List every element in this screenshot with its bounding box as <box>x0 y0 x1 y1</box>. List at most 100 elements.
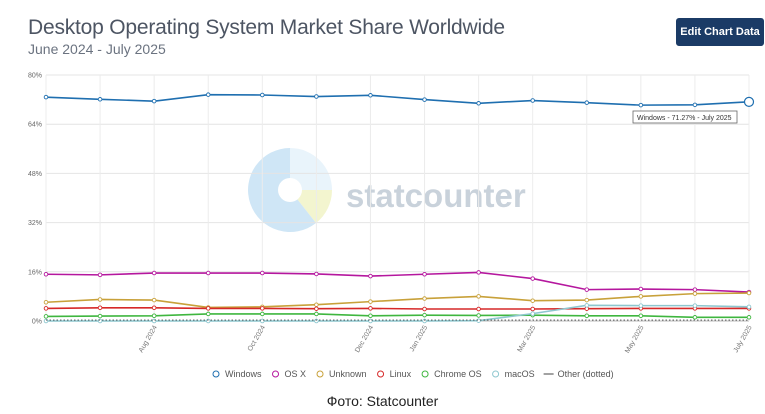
data-point-linux[interactable] <box>314 306 319 311</box>
data-point-macos[interactable] <box>692 303 698 308</box>
data-point-windows[interactable] <box>151 98 157 104</box>
data-point-os-x[interactable] <box>97 272 103 278</box>
chart-title: Desktop Operating System Market Share Wo… <box>28 16 505 39</box>
tooltip-text: Windows - 71.27% - July 2025 <box>637 115 732 122</box>
x-tick-label: Dec 2024 <box>354 324 375 354</box>
series-line-macos <box>46 304 750 322</box>
data-point-linux[interactable] <box>205 306 211 311</box>
data-point-windows[interactable] <box>692 102 698 108</box>
data-point-linux[interactable] <box>43 306 49 311</box>
data-point-macos[interactable] <box>476 318 481 323</box>
data-point-linux[interactable] <box>476 306 481 312</box>
watermark-text: statcounter <box>346 177 526 214</box>
data-point-chrome-os[interactable] <box>314 311 319 317</box>
data-point-chrome-os[interactable] <box>43 314 49 319</box>
data-point-windows[interactable] <box>743 96 755 107</box>
series-os-x <box>43 270 752 295</box>
data-point-windows[interactable] <box>368 93 373 98</box>
legend-label: Other (dotted) <box>558 369 614 379</box>
chart-frame <box>14 0 765 388</box>
data-point-chrome-os[interactable] <box>638 313 644 319</box>
data-point-os-x[interactable] <box>584 287 590 292</box>
data-point-macos[interactable] <box>314 318 319 324</box>
legend-item-windows[interactable]: Windows <box>212 369 262 379</box>
data-point-windows[interactable] <box>97 97 103 102</box>
data-point-chrome-os[interactable] <box>584 313 590 319</box>
y-tick-label: 0% <box>32 319 42 326</box>
data-point-linux[interactable] <box>97 305 103 311</box>
data-point-unknown[interactable] <box>476 294 481 299</box>
data-point-macos[interactable] <box>530 311 535 316</box>
data-point-windows[interactable] <box>422 97 427 102</box>
data-point-unknown[interactable] <box>43 299 49 305</box>
data-point-chrome-os[interactable] <box>692 315 698 320</box>
edit-chart-data-button[interactable]: Edit Chart Data <box>676 18 764 46</box>
data-point-linux[interactable] <box>530 306 535 312</box>
data-point-os-x[interactable] <box>422 272 427 277</box>
legend-label: OS X <box>285 369 307 379</box>
legend-marker <box>492 370 500 378</box>
data-point-linux[interactable] <box>151 305 157 311</box>
data-point-windows[interactable] <box>43 94 49 100</box>
data-point-unknown[interactable] <box>746 290 752 296</box>
data-point-linux[interactable] <box>368 306 373 311</box>
data-point-chrome-os[interactable] <box>205 311 211 317</box>
data-point-windows[interactable] <box>530 98 535 103</box>
data-point-linux[interactable] <box>422 306 427 312</box>
data-point-os-x[interactable] <box>205 270 211 276</box>
data-point-macos[interactable] <box>746 304 752 310</box>
data-point-windows[interactable] <box>584 100 590 105</box>
data-point-os-x[interactable] <box>530 276 535 281</box>
series-line-linux <box>45 306 749 310</box>
data-point-windows[interactable] <box>638 102 644 108</box>
data-point-chrome-os[interactable] <box>368 313 373 319</box>
data-point-macos[interactable] <box>368 318 373 324</box>
data-point-macos[interactable] <box>638 303 644 308</box>
data-point-unknown[interactable] <box>368 299 373 304</box>
data-point-unknown[interactable] <box>151 297 157 303</box>
data-point-os-x[interactable] <box>476 270 481 275</box>
data-point-windows[interactable] <box>476 101 481 106</box>
legend-item-macos[interactable]: macOS <box>492 369 535 379</box>
data-point-os-x[interactable] <box>314 271 319 277</box>
data-point-os-x[interactable] <box>692 287 698 292</box>
data-point-os-x[interactable] <box>638 286 644 292</box>
legend-item-chrome-os[interactable]: Chrome OS <box>421 369 482 379</box>
data-point-chrome-os[interactable] <box>422 312 427 318</box>
y-tick-label: 64% <box>28 122 42 129</box>
x-tick-label: Jan 2025 <box>409 324 430 353</box>
data-point-chrome-os[interactable] <box>151 313 157 319</box>
series-unknown <box>43 290 752 310</box>
data-point-linux[interactable] <box>260 306 265 311</box>
data-point-chrome-os[interactable] <box>260 311 265 317</box>
data-point-os-x[interactable] <box>43 272 49 277</box>
data-point-os-x[interactable] <box>151 270 157 276</box>
data-point-os-x[interactable] <box>368 273 373 279</box>
legend-item-other-dotted[interactable]: Other (dotted) <box>543 369 614 379</box>
data-point-chrome-os[interactable] <box>97 313 103 319</box>
legend-label: Unknown <box>329 369 367 379</box>
data-point-macos[interactable] <box>584 303 590 308</box>
legend-item-linux[interactable]: Linux <box>377 369 412 379</box>
legend-item-os-x[interactable]: OS X <box>272 369 307 379</box>
data-point-windows[interactable] <box>205 92 211 97</box>
data-point-chrome-os[interactable] <box>746 315 752 320</box>
data-point-unknown[interactable] <box>584 297 590 303</box>
data-point-unknown[interactable] <box>530 298 535 303</box>
data-point-unknown[interactable] <box>314 302 319 307</box>
x-tick-label: Aug 2024 <box>138 324 159 354</box>
data-point-unknown[interactable] <box>692 291 698 296</box>
data-point-unknown[interactable] <box>97 297 103 302</box>
data-point-unknown[interactable] <box>638 294 644 299</box>
data-point-os-x[interactable] <box>260 270 265 276</box>
statcounter-watermark: statcounter <box>248 148 526 232</box>
series-macos <box>43 303 752 324</box>
data-point-windows[interactable] <box>260 92 265 98</box>
y-tick-label: 48% <box>28 171 42 178</box>
data-point-chrome-os[interactable] <box>476 313 481 318</box>
y-tick-label: 16% <box>28 269 42 276</box>
legend-item-unknown[interactable]: Unknown <box>316 369 367 379</box>
data-point-windows[interactable] <box>314 94 319 99</box>
data-point-unknown[interactable] <box>422 296 427 301</box>
